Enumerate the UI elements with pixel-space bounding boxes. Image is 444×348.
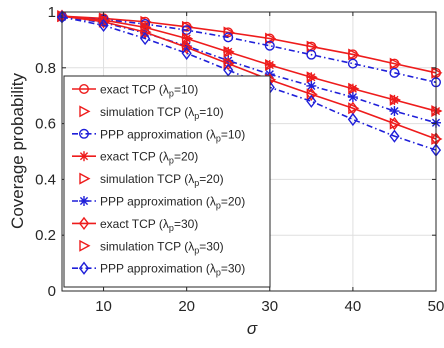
legend-marker (79, 151, 89, 162)
legend-label: PPP approximation (λp=20) (100, 195, 245, 211)
marker-stroke (390, 106, 399, 116)
data-point (223, 26, 235, 39)
data-point (306, 49, 317, 60)
legend-item: simulation TCP (λp=10) (79, 105, 224, 121)
series-line (61, 15, 437, 74)
x-tick-label: 10 (95, 298, 112, 315)
marker-stroke (182, 41, 191, 51)
series-line (61, 15, 437, 140)
data-point (140, 31, 151, 46)
y-tick-label: 1 (48, 4, 56, 21)
x-tick-label: 20 (178, 298, 195, 315)
data-point (389, 129, 400, 143)
y-tick-label: 0.2 (35, 227, 56, 244)
legend-label: exact TCP (λp=20) (100, 150, 198, 166)
series-line (61, 16, 437, 151)
data-point (348, 48, 360, 61)
series-line (61, 15, 437, 84)
y-tick-label: 0 (48, 283, 56, 300)
data-point (347, 112, 358, 127)
data-point (98, 18, 109, 33)
marker-stroke (390, 95, 399, 104)
data-point (306, 94, 317, 108)
marker-stroke (348, 93, 357, 102)
y-tick-label: 0.4 (35, 171, 56, 188)
legend-marker (78, 261, 90, 275)
data-point (181, 20, 194, 33)
data-point (347, 92, 358, 103)
legend-item: exact TCP (λp=20) (72, 150, 198, 166)
legend-label: exact TCP (λp=30) (100, 217, 198, 233)
marker-stroke (307, 81, 316, 91)
tick-labels: 10 20 30 40 50 0 0.2 0.4 0.6 0.8 1 (35, 4, 444, 315)
x-tick-label: 40 (345, 298, 362, 315)
y-tick-label: 0.8 (35, 60, 56, 77)
data-point (306, 40, 318, 53)
x-axis-label: σ (247, 319, 258, 338)
marker-stroke (182, 34, 191, 43)
legend-label: exact TCP (λp=10) (100, 83, 198, 99)
legend-label: simulation TCP (λp=30) (100, 239, 224, 255)
data-point (98, 15, 111, 28)
data-point (348, 82, 360, 95)
data-point (181, 41, 194, 54)
legend-item: simulation TCP (λp=20) (79, 172, 224, 188)
data-point (223, 32, 234, 43)
legend-marker (78, 216, 90, 231)
legend-box (63, 75, 271, 288)
data-point (306, 71, 318, 84)
series-line (61, 15, 437, 112)
legend-item: PPP approximation (λp=20) (72, 195, 245, 211)
data-point (389, 67, 400, 78)
series-line (61, 15, 437, 124)
marker-stroke (307, 73, 316, 82)
legend-label: simulation TCP (λp=20) (100, 172, 224, 188)
legend-label: PPP approximation (λp=10) (100, 127, 245, 143)
marker-stroke (224, 47, 233, 56)
legend-marker (79, 239, 91, 252)
data-point (347, 58, 358, 69)
legend-marker (78, 83, 89, 94)
legend-marker (79, 105, 91, 118)
data-point (223, 45, 235, 58)
data-point (348, 102, 360, 115)
legend-item: exact TCP (λp=30) (72, 216, 198, 233)
data-point (389, 57, 401, 70)
data-point (389, 117, 401, 130)
legend-item: PPP approximation (λp=10) (72, 127, 245, 143)
legend: exact TCP (λp=10) simulation TCP (λp=10) P… (63, 75, 271, 288)
legend-item: PPP approximation (λp=30) (72, 261, 245, 278)
data-point (264, 40, 275, 51)
legend-item: simulation TCP (λp=30) (79, 239, 224, 255)
marker-stroke (265, 60, 274, 70)
legend-item: exact TCP (λp=10) (72, 83, 198, 99)
x-tick-label: 50 (428, 298, 444, 315)
axes (61, 11, 437, 292)
y-tick-label: 0.6 (35, 116, 56, 133)
legend-label: PPP approximation (λp=30) (100, 262, 245, 278)
series-layer (56, 9, 443, 157)
marker-stroke (348, 84, 357, 93)
data-point (181, 46, 192, 60)
data-point (389, 106, 400, 117)
legend-marker (79, 196, 89, 206)
legend-label: simulation TCP (λp=10) (100, 105, 224, 121)
axes-box (61, 11, 437, 292)
legend-marker (79, 172, 91, 185)
marker-stroke (79, 152, 89, 161)
marker-stroke (79, 196, 89, 206)
data-point (181, 32, 194, 45)
y-axis-label: Coverage probability (8, 73, 27, 229)
legend-marker (78, 128, 89, 139)
data-point (265, 59, 277, 71)
data-point (389, 93, 401, 106)
x-tick-label: 30 (261, 298, 278, 315)
